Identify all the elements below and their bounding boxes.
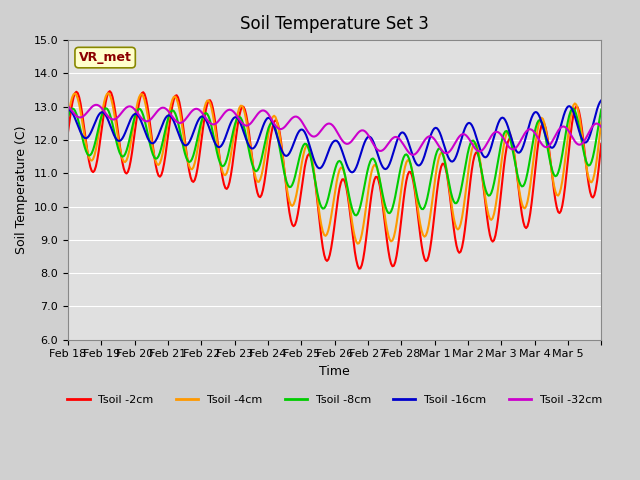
Line: Tsoil -16cm: Tsoil -16cm [68, 100, 601, 172]
Tsoil -2cm [64, 129, 72, 135]
Tsoil -16cm [445, 157, 453, 163]
Tsoil -16cm [348, 169, 356, 175]
Tsoil -4cm [83, 142, 90, 148]
Tsoil -2cm [99, 118, 107, 123]
Tsoil -2cm [355, 266, 363, 272]
Tsoil -2cm [106, 88, 114, 94]
Tsoil -32cm [447, 147, 455, 153]
Tsoil -32cm [92, 102, 100, 108]
Line: Tsoil -32cm: Tsoil -32cm [68, 105, 601, 155]
Tsoil -4cm [99, 106, 107, 111]
Y-axis label: Soil Temperature (C): Soil Temperature (C) [15, 126, 28, 254]
Tsoil -32cm [83, 111, 90, 117]
Tsoil -2cm [340, 177, 348, 182]
Tsoil -8cm [64, 114, 72, 120]
Tsoil -32cm [410, 152, 417, 158]
Tsoil -16cm [339, 149, 346, 155]
Tsoil -32cm [64, 103, 72, 109]
Tsoil -32cm [340, 139, 348, 145]
Tsoil -8cm [83, 148, 90, 154]
Tsoil -4cm [597, 120, 605, 125]
Tsoil -8cm [102, 106, 109, 111]
Line: Tsoil -4cm: Tsoil -4cm [68, 93, 601, 244]
Tsoil -8cm [99, 109, 107, 115]
Tsoil -2cm [527, 210, 534, 216]
Tsoil -4cm [104, 90, 112, 96]
Tsoil -32cm [597, 124, 605, 130]
Tsoil -2cm [83, 140, 90, 145]
Tsoil -2cm [596, 155, 604, 160]
Tsoil -2cm [597, 141, 605, 146]
Tsoil -16cm [525, 123, 532, 129]
X-axis label: Time: Time [319, 365, 350, 378]
Tsoil -4cm [527, 182, 534, 188]
Tsoil -8cm [447, 190, 455, 195]
Tsoil -8cm [340, 167, 348, 173]
Tsoil -32cm [100, 108, 108, 114]
Line: Tsoil -8cm: Tsoil -8cm [68, 108, 601, 216]
Tsoil -32cm [596, 122, 604, 128]
Tsoil -16cm [83, 135, 90, 141]
Tsoil -4cm [340, 168, 348, 174]
Tsoil -8cm [527, 155, 534, 160]
Legend: Tsoil -2cm, Tsoil -4cm, Tsoil -8cm, Tsoil -16cm, Tsoil -32cm: Tsoil -2cm, Tsoil -4cm, Tsoil -8cm, Tsoi… [63, 390, 606, 409]
Tsoil -2cm [447, 202, 455, 207]
Tsoil -8cm [353, 213, 360, 218]
Title: Soil Temperature Set 3: Soil Temperature Set 3 [240, 15, 429, 33]
Tsoil -32cm [527, 126, 534, 132]
Tsoil -4cm [354, 241, 362, 247]
Text: VR_met: VR_met [79, 51, 132, 64]
Tsoil -16cm [99, 109, 107, 115]
Tsoil -4cm [64, 114, 72, 120]
Tsoil -4cm [447, 197, 455, 203]
Tsoil -16cm [597, 97, 605, 103]
Tsoil -8cm [597, 107, 605, 112]
Tsoil -16cm [64, 108, 72, 113]
Tsoil -4cm [596, 131, 604, 137]
Line: Tsoil -2cm: Tsoil -2cm [68, 91, 601, 269]
Tsoil -16cm [595, 102, 602, 108]
Tsoil -8cm [596, 114, 604, 120]
